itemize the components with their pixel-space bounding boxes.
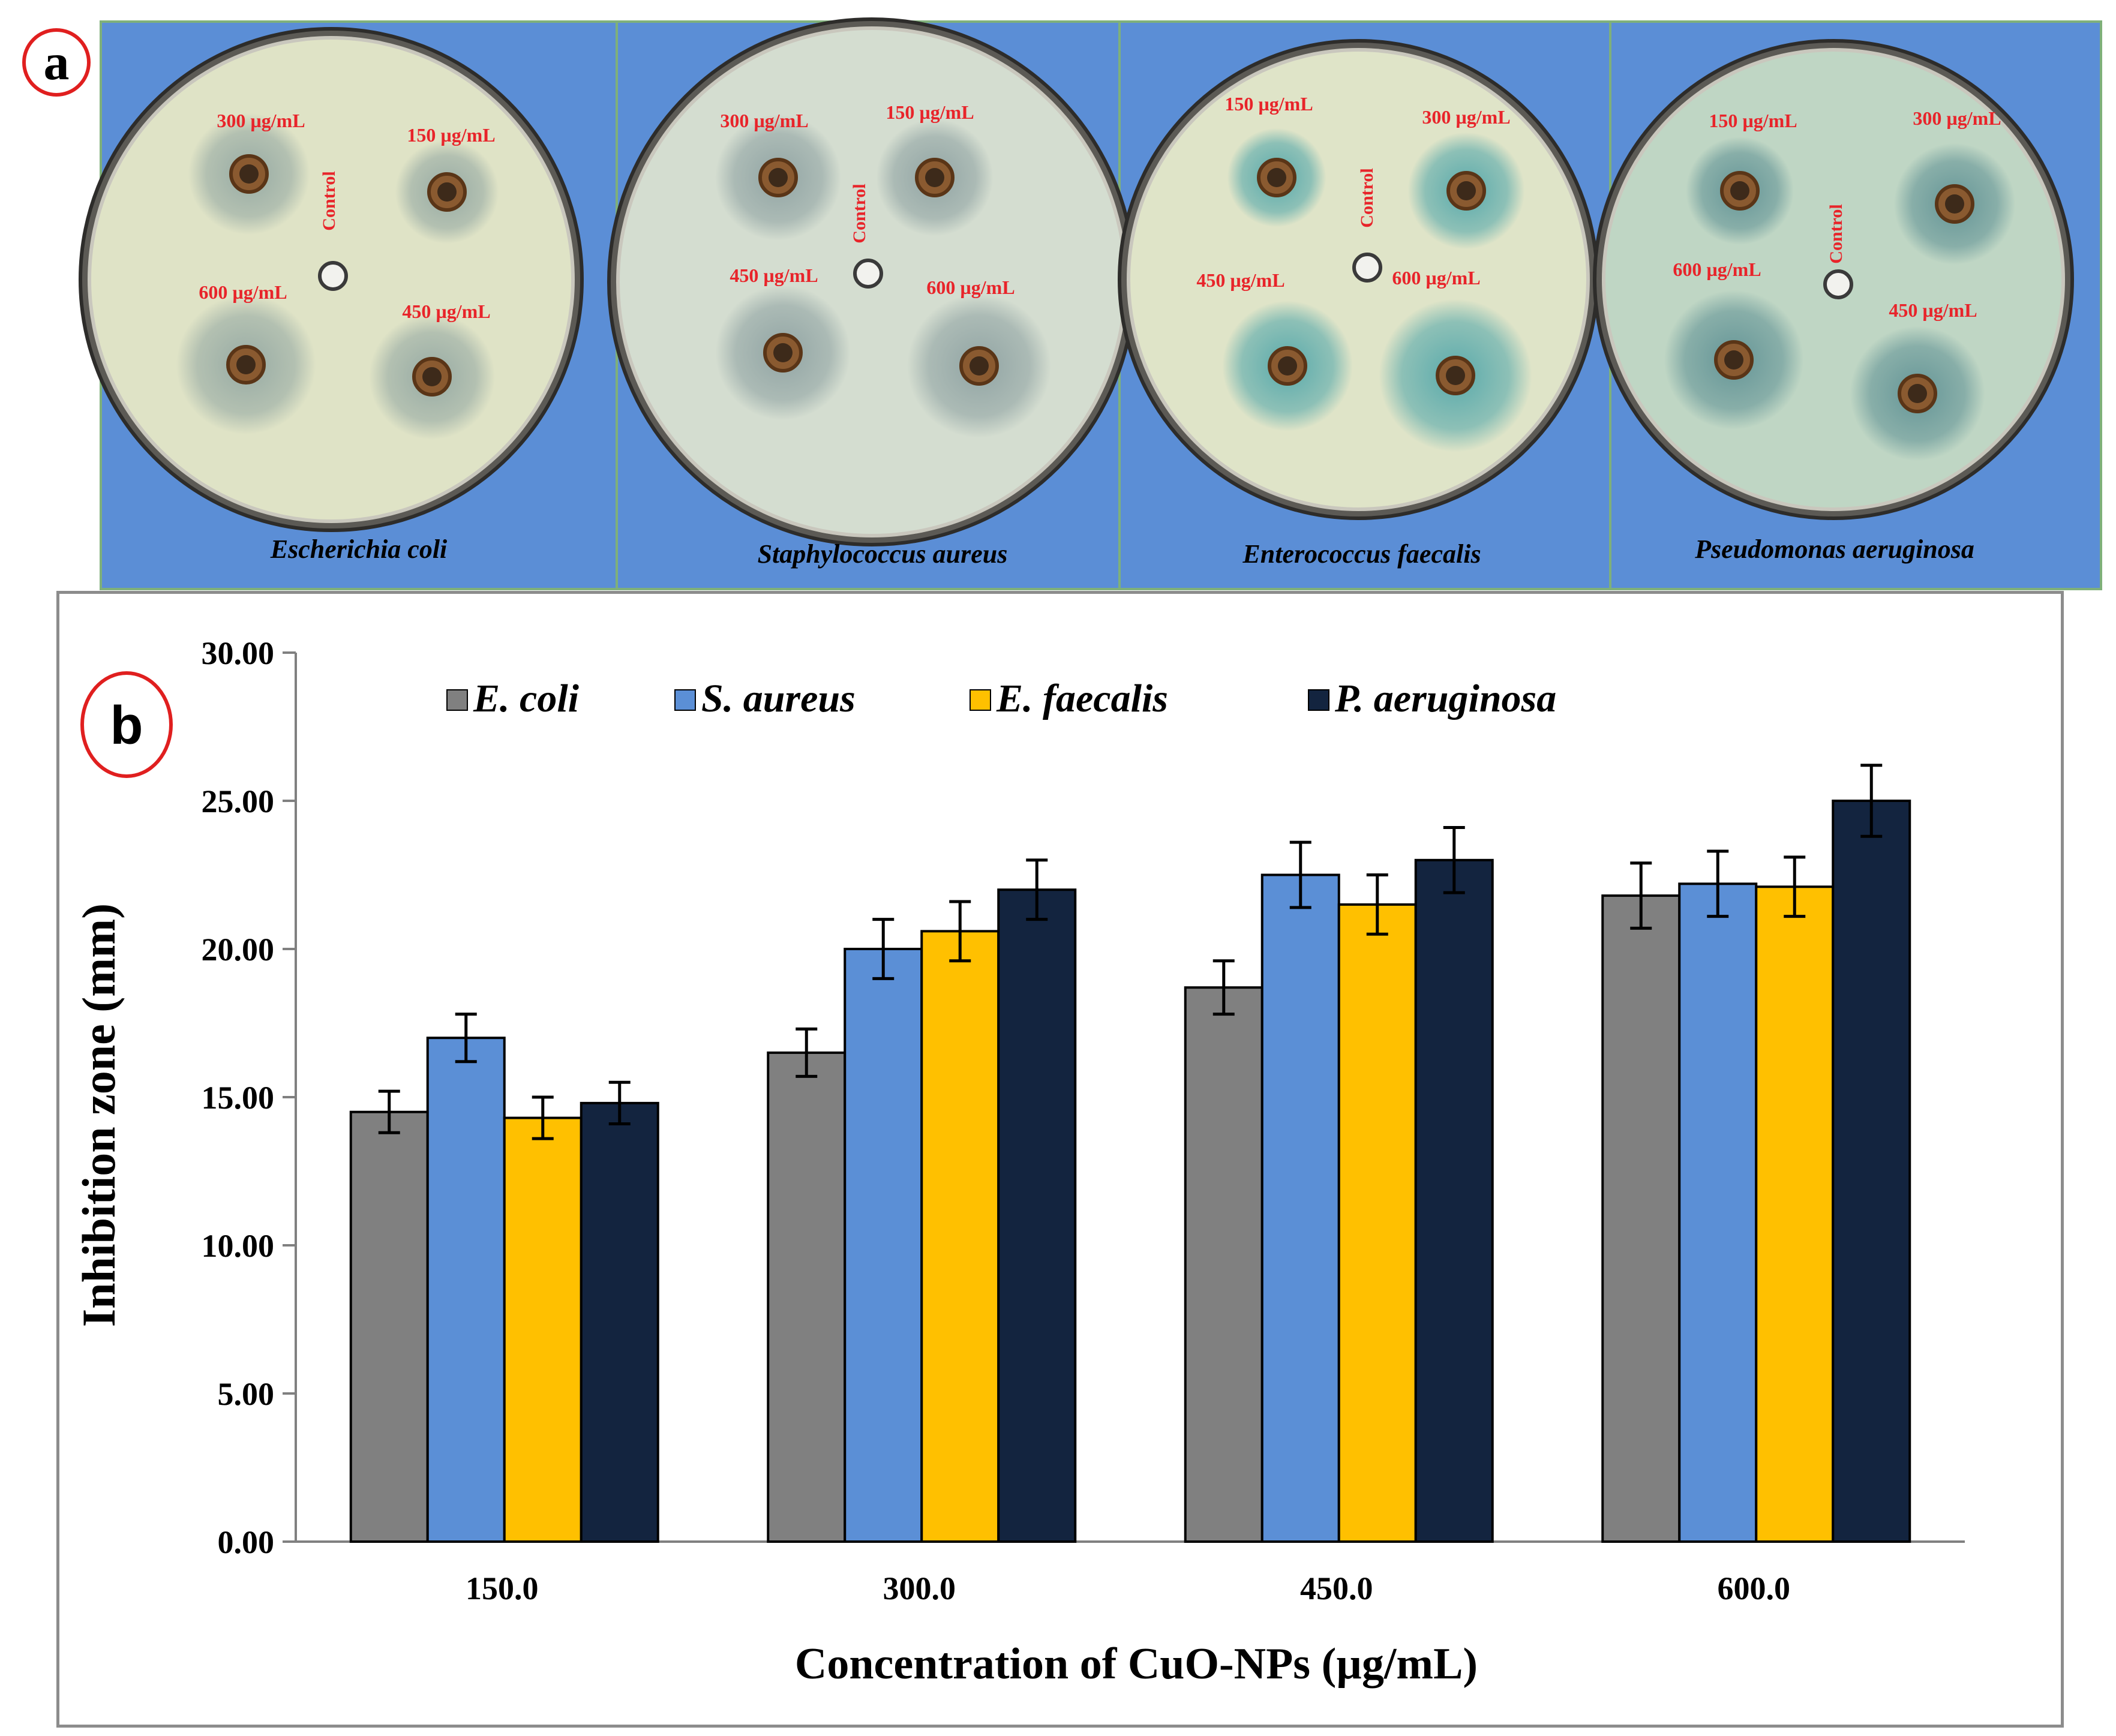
control-well [1823, 269, 1853, 299]
bar-chart: 0.00 5.00 10.00 15.00 20.00 25.00 30.00 150.0 30… [73, 635, 1965, 1689]
y-tick-label: 10.00 [202, 1228, 275, 1264]
well-center [1267, 168, 1286, 187]
x-tick-label: 450.0 [1300, 1570, 1373, 1606]
well-concentration-label: 600 µg/mL [1673, 259, 1761, 280]
bar [920, 930, 1000, 1543]
well-concentration-label: 600 µg/mL [199, 281, 287, 303]
well-concentration-label: 150 µg/mL [1224, 93, 1313, 115]
badge-a-circle [22, 28, 91, 97]
well-concentration-label: 600 µg/mL [926, 277, 1015, 298]
control-label: Control [1826, 204, 1846, 263]
bar [349, 1110, 429, 1543]
y-tick-label: 15.00 [202, 1080, 275, 1116]
legend-label: E. faecalis [996, 677, 1168, 720]
y-tick-label: 25.00 [202, 783, 275, 819]
legend-swatch [970, 689, 991, 711]
well-concentration-label: 150 µg/mL [407, 124, 495, 146]
well-concentration-label: 300 µg/mL [720, 110, 808, 131]
bar [1337, 903, 1417, 1543]
bar [1260, 873, 1340, 1543]
well-center [1724, 350, 1743, 370]
well-concentration-label: 600 µg/mL [1392, 267, 1480, 289]
y-tick-label: 20.00 [202, 932, 275, 968]
well-concentration-label: 450 µg/mL [402, 301, 490, 322]
control-well [318, 261, 348, 291]
bar [1184, 986, 1263, 1543]
bar [580, 1101, 659, 1543]
bar [503, 1116, 583, 1543]
well-concentration-label: 450 µg/mL [730, 265, 818, 286]
bar [1414, 858, 1494, 1543]
badge-b-circle [80, 671, 173, 778]
legend-label: E. coli [473, 677, 580, 720]
organism-caption: Staphylococcus aureus [758, 539, 1008, 569]
well-center [1908, 384, 1927, 403]
y-axis-title: Inhibition zone (mm) [73, 903, 125, 1327]
well-center [1446, 366, 1465, 385]
well-concentration-label: 300 µg/mL [1913, 107, 2001, 129]
bar [1601, 894, 1681, 1543]
legend-swatch [674, 689, 696, 711]
bar [1832, 800, 1911, 1543]
well-center [437, 182, 457, 202]
organism-caption: Enterococcus faecalis [1242, 539, 1481, 569]
panel-b-frame: 0.00 5.00 10.00 15.00 20.00 25.00 30.00 150.0 30… [56, 591, 2064, 1728]
control-well [1352, 253, 1382, 283]
well-center [925, 168, 944, 187]
well-center [1457, 181, 1476, 200]
organism-caption: Escherichia coli [270, 534, 448, 564]
well-center [1278, 356, 1297, 376]
control-label: Control [319, 171, 339, 230]
well-center [1730, 181, 1749, 200]
well-concentration-label: 300 µg/mL [1422, 106, 1510, 128]
control-label: Control [850, 184, 869, 243]
legend-label: S. aureus [701, 677, 856, 720]
well-center [773, 343, 793, 362]
x-tick-label: 300.0 [883, 1570, 956, 1606]
badge-b-label: b [110, 696, 143, 756]
legend-swatch [446, 689, 468, 711]
y-tick-label: 5.00 [218, 1376, 275, 1412]
well-concentration-label: 150 µg/mL [1709, 110, 1797, 131]
well-concentration-label: 300 µg/mL [217, 110, 305, 131]
bar [1678, 882, 1758, 1543]
well-concentration-label: 450 µg/mL [1196, 269, 1284, 291]
x-tick-label: 150.0 [466, 1570, 539, 1606]
badge-a-label: a [44, 33, 70, 91]
legend-swatch [1308, 689, 1329, 711]
panel-a-plates: a 300 µg/mL 150 µg/mL 600 µg/mL 450 µg/mL Con… [22, 17, 2102, 590]
well-center [239, 164, 259, 184]
well-center [236, 355, 256, 374]
organism-caption: Pseudomonas aeruginosa [1694, 534, 1974, 564]
bar [1755, 885, 1835, 1543]
bar [997, 888, 1077, 1543]
well-center [422, 367, 442, 386]
control-label: Control [1357, 168, 1377, 227]
bar [767, 1051, 847, 1543]
well-center [970, 356, 989, 376]
well-concentration-label: 450 µg/mL [1889, 299, 1977, 321]
bar [426, 1037, 506, 1543]
well-center [1945, 194, 1964, 214]
legend-label: P. aeruginosa [1334, 677, 1556, 720]
well-center [769, 168, 788, 187]
x-axis-title: Concentration of CuO-NPs (µg/mL) [795, 1639, 1478, 1689]
control-well [853, 259, 883, 289]
well-concentration-label: 150 µg/mL [886, 101, 974, 123]
bar [844, 948, 923, 1543]
x-tick-label: 600.0 [1718, 1570, 1791, 1606]
y-tick-label: 0.00 [218, 1524, 275, 1560]
y-tick-label: 30.00 [202, 635, 275, 671]
